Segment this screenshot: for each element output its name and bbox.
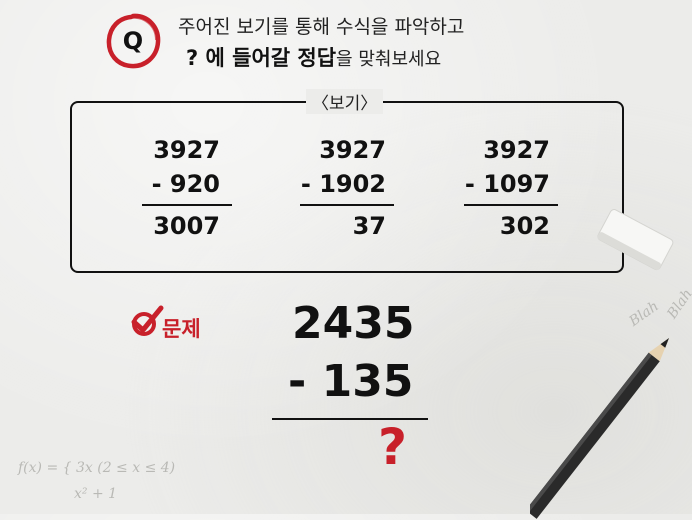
pencil-icon (530, 338, 670, 519)
doodle-blah-2: Blah (664, 286, 692, 322)
instruction-line-1: 주어진 보기를 통해 수식을 파악하고 (178, 16, 465, 38)
question-badge: Q (104, 12, 162, 70)
example-2-bar (300, 204, 394, 206)
eraser-icon (597, 209, 674, 271)
brush-circle-icon (106, 13, 161, 69)
example-1-bar (142, 204, 232, 206)
check-mark-icon (131, 305, 164, 336)
example-3-bar (464, 204, 558, 206)
example-3-result: 302 (499, 212, 550, 240)
example-1-sub: - 920 (151, 170, 220, 198)
problem-label: 문제 (162, 317, 201, 341)
example-2-result: 37 (352, 212, 386, 240)
example-1-top: 3927 (153, 136, 220, 164)
doodle-formula-line-2: x² + 1 (74, 486, 118, 502)
example-1: 3927 - 920 3007 (142, 136, 238, 246)
examples-label: 〈보기〉 (306, 89, 384, 114)
example-2-sub: - 1902 (300, 170, 386, 198)
example-1-result: 3007 (153, 212, 220, 240)
instruction-tail: 을 맞춰보세요 (336, 49, 442, 70)
instruction-line-2: ? 에 들어갈 정답을 맞춰보세요 (186, 42, 441, 72)
answer-question-mark: ? (378, 418, 408, 476)
problem-top-number: 2435 (292, 298, 415, 349)
problem-subtrahend: - 135 (288, 356, 414, 407)
example-3-sub: - 1097 (464, 170, 550, 198)
example-3-top: 3927 (483, 136, 550, 164)
example-3: 3927 - 1097 302 (464, 136, 558, 246)
doodle-formula-line-1: f(x) = { 3x (2 ≤ x ≤ 4) (18, 460, 176, 476)
question-letter: Q (122, 27, 144, 55)
example-2-top: 3927 (319, 136, 386, 164)
instruction-emphasis: ? 에 들어갈 정답 (186, 46, 337, 70)
problem-bar (272, 418, 428, 420)
example-2: 3927 - 1902 37 (300, 136, 394, 246)
